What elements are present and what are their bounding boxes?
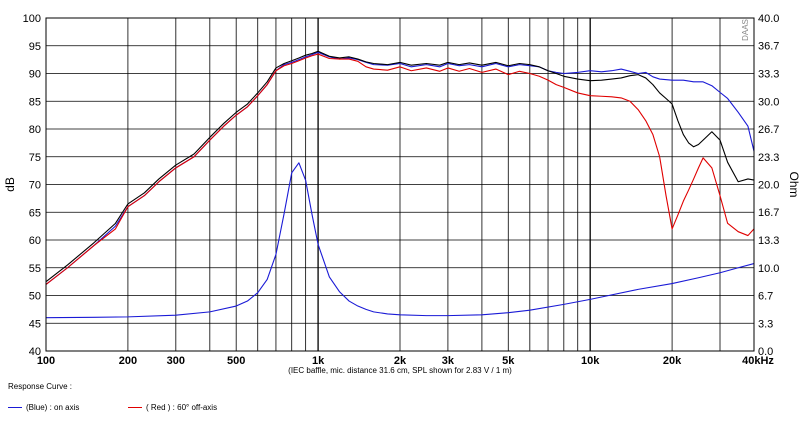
- grid: [46, 18, 754, 351]
- legend-title: Response Curve :: [8, 382, 73, 391]
- y-tick-label: 100: [23, 13, 41, 25]
- y2-axis-ticks: 0.0 3.3 6.7 10.0 13.3 16.7 20.0 23.3 26.7 30.0 33.…: [758, 13, 779, 358]
- frequency-response-chart: 40 45 50 55 60 65 70 75 80 85 90 95 100 0.0 3.3 6.7 10.…: [3, 13, 800, 375]
- y-tick-label: 95: [29, 41, 41, 53]
- impedance-curve: [45, 162, 755, 319]
- x-tick-label: 5k: [502, 355, 515, 367]
- response-curve-off-axis: [45, 53, 755, 285]
- x-tick-label: 2k: [394, 355, 407, 367]
- x-tick-label: 3k: [442, 355, 455, 367]
- y2-axis-label: Ohm: [787, 171, 800, 197]
- y2-tick-label: 40.0: [758, 13, 779, 25]
- y2-tick-label: 20.0: [758, 180, 779, 192]
- measurement-note: (IEC baffle, mic. distance 31.6 cm, SPL …: [288, 366, 512, 375]
- y-tick-label: 75: [29, 152, 41, 164]
- y-tick-label: 50: [29, 291, 41, 303]
- x-tick-label: 40kHz: [742, 355, 774, 367]
- legend-swatch-blue: [8, 407, 22, 408]
- x-tick-label: 10k: [581, 355, 600, 367]
- legend-label-red: ( Red ) : 60° off-axis: [146, 403, 218, 412]
- y2-tick-label: 0.0: [758, 346, 773, 358]
- series-group: [45, 50, 755, 319]
- legend-swatch-red: [128, 407, 142, 408]
- x-tick-label: 100: [37, 355, 55, 367]
- y2-tick-label: 30.0: [758, 96, 779, 108]
- x-tick-label: 200: [119, 355, 137, 367]
- y2-tick-label: 26.7: [758, 124, 779, 136]
- legend-entry-blue: (Blue) : on axis: [8, 403, 79, 412]
- y-tick-label: 80: [29, 124, 41, 136]
- y-tick-label: 90: [29, 69, 41, 81]
- y-axis-label: dB: [3, 177, 17, 192]
- y2-tick-label: 6.7: [758, 290, 773, 302]
- x-tick-label: 500: [227, 355, 245, 367]
- y-tick-label: 85: [29, 96, 41, 108]
- y2-tick-label: 3.3: [758, 318, 773, 330]
- y-tick-label: 40: [29, 346, 41, 358]
- y-tick-label: 55: [29, 263, 41, 275]
- y-axis-ticks: 40 45 50 55 60 65 70 75 80 85 90 95 100: [23, 13, 41, 358]
- y2-tick-label: 10.0: [758, 263, 779, 275]
- y-tick-label: 65: [29, 207, 41, 219]
- plot-frame: [45, 17, 755, 352]
- y2-tick-label: 33.3: [758, 69, 779, 81]
- y-tick-label: 70: [29, 180, 41, 192]
- y2-tick-label: 23.3: [758, 152, 779, 164]
- y2-tick-label: 13.3: [758, 235, 779, 247]
- response-curve-black: [45, 50, 755, 283]
- legend-entry-red: ( Red ) : 60° off-axis: [128, 403, 217, 412]
- daas-watermark: DAAS: [741, 19, 750, 41]
- x-tick-label: 20k: [663, 355, 682, 367]
- x-tick-label: 300: [167, 355, 185, 367]
- y-tick-label: 60: [29, 235, 41, 247]
- y2-tick-label: 16.7: [758, 207, 779, 219]
- legend-label-blue: (Blue) : on axis: [26, 403, 80, 412]
- x-axis-ticks: 100 200 300 500 1k 2k 3k 5k 10k 20k 40kHz: [37, 355, 775, 367]
- x-tick-label: 1k: [312, 355, 325, 367]
- y2-tick-label: 36.7: [758, 41, 779, 53]
- y-tick-label: 45: [29, 318, 41, 330]
